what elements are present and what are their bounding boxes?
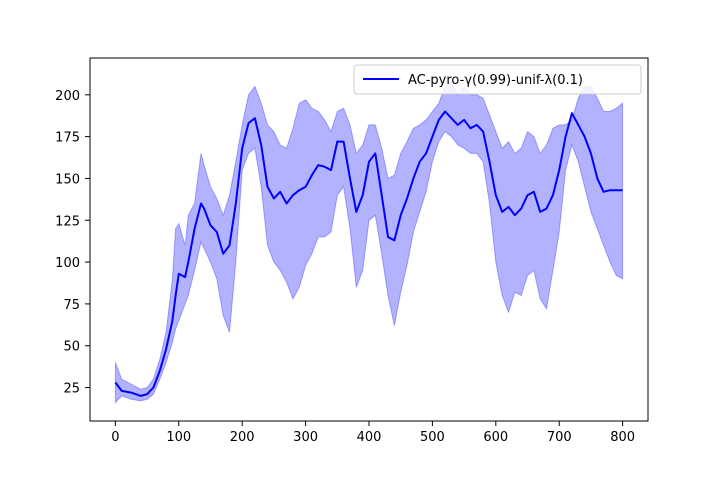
y-tick-label: 200: [55, 89, 80, 104]
legend-box: [353, 64, 642, 95]
series-line-0: [114, 110, 623, 397]
x-tick-label: 400: [357, 430, 382, 445]
y-tick-label: 175: [55, 131, 80, 146]
y-axis-ticks: 25 50 75 100 125 150 175 200: [55, 89, 90, 397]
x-tick-label: 700: [547, 430, 572, 445]
y-tick-label: 25: [63, 382, 80, 397]
y-tick-label: 50: [63, 340, 80, 355]
x-tick-label: 300: [293, 430, 318, 445]
x-tick-label: 100: [166, 430, 191, 445]
mean-line-layer: [114, 110, 623, 397]
y-tick-label: 100: [55, 256, 80, 271]
x-tick-label: 600: [483, 430, 508, 445]
x-axis-ticks: 0 100 200 300 400 500 600 700 800: [111, 421, 635, 445]
y-tick-label: 75: [63, 298, 80, 313]
x-tick-label: 0: [111, 430, 119, 445]
confidence-band-layer: [114, 82, 624, 404]
legend-entry-label: AC-pyro-γ(0.99)-unif-λ(0.1): [408, 73, 583, 88]
x-tick-label: 800: [610, 430, 635, 445]
y-tick-label: 150: [55, 172, 80, 187]
y-tick-label: 125: [55, 214, 80, 229]
legend: AC-pyro-γ(0.99)-unif-λ(0.1): [353, 64, 642, 95]
x-tick-label: 200: [230, 430, 255, 445]
confidence-band-0: [114, 82, 624, 404]
x-tick-label: 500: [420, 430, 445, 445]
